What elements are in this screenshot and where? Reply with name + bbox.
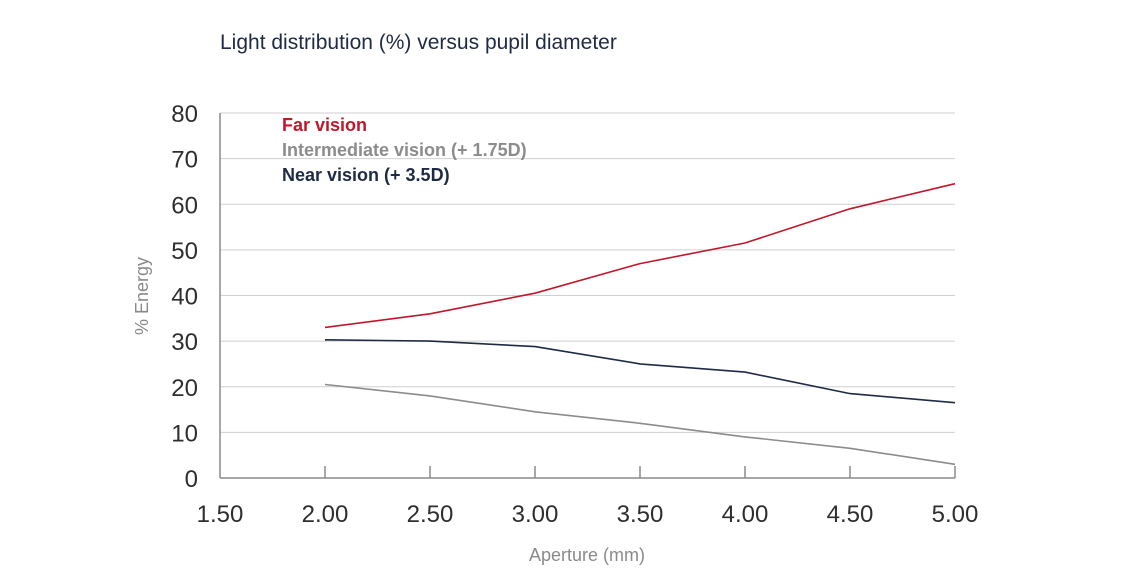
- legend-entry: Intermediate vision (+ 1.75D): [282, 140, 527, 160]
- y-axis-label: % Energy: [132, 257, 152, 335]
- series-lines: [324, 182, 956, 466]
- axes: [219, 113, 956, 479]
- legend-entry: Near vision (+ 3.5D): [282, 165, 450, 185]
- series-line-0: [324, 182, 956, 329]
- x-tick-labels: 1.50 2.00 2.50 3.00 3.50 4.00 4.50 5.00: [197, 501, 979, 528]
- x-tick-label: 3.50: [617, 501, 664, 528]
- x-tick-label: 2.00: [302, 501, 349, 528]
- x-tick-label: 3.00: [512, 501, 559, 528]
- legend-entry: Far vision: [282, 115, 367, 135]
- y-tick-label: 0: [185, 466, 198, 493]
- y-tick-label: 40: [171, 284, 198, 311]
- y-tick-label: 50: [171, 238, 198, 265]
- x-axis-label: Aperture (mm): [529, 545, 645, 565]
- y-tick-label: 70: [171, 147, 198, 174]
- series-line-1: [324, 383, 956, 466]
- x-tick-label: 4.00: [722, 501, 769, 528]
- x-tick-label: 1.50: [197, 501, 244, 528]
- legend: Far vision Intermediate vision (+ 1.75D) N…: [282, 115, 527, 185]
- y-tick-label: 20: [171, 375, 198, 402]
- y-tick-label: 60: [171, 192, 198, 219]
- x-tick-label: 4.50: [827, 501, 874, 528]
- y-tick-label: 80: [171, 101, 198, 128]
- x-tick-label: 2.50: [407, 501, 454, 528]
- y-tick-label: 10: [171, 420, 198, 447]
- chart-title: Light distribution (%) versus pupil diam…: [220, 31, 617, 54]
- y-tick-label: 30: [171, 329, 198, 356]
- series-line-2: [324, 339, 956, 404]
- x-tick-label: 5.00: [932, 501, 979, 528]
- y-tick-labels: 0 10 20 30 40 50 60 70 80: [171, 101, 198, 493]
